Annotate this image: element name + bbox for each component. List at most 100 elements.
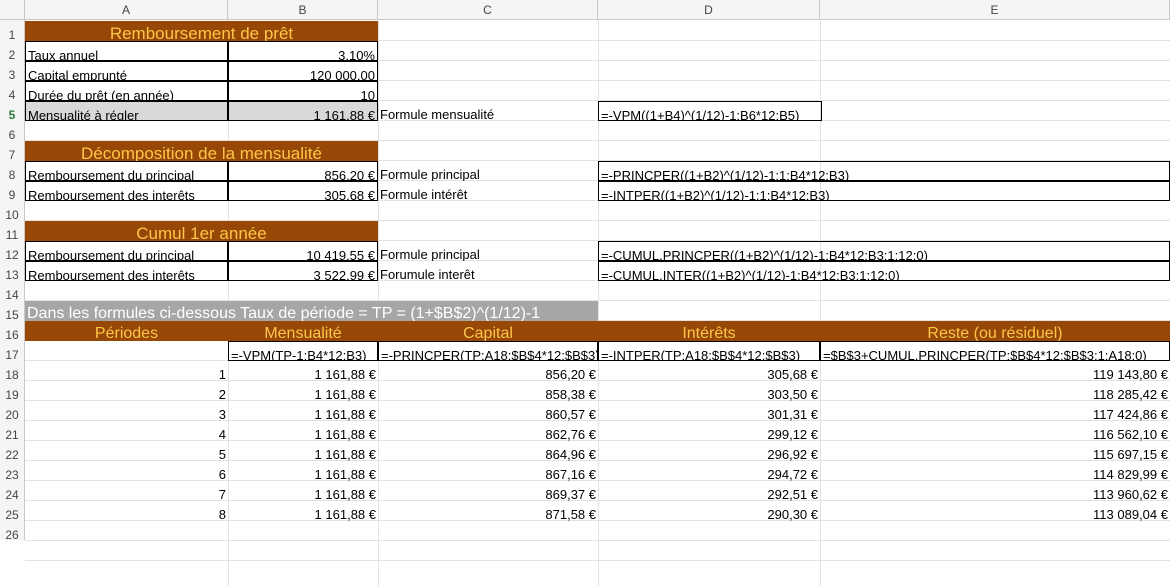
cumul-value[interactable]: 3 522,99 € <box>228 261 378 281</box>
table-cell[interactable]: 6 <box>218 467 226 481</box>
table-cell[interactable]: 117 424,86 € <box>1093 407 1168 421</box>
row-header-13[interactable]: 13 <box>0 260 25 282</box>
row-header-15[interactable]: 15 <box>0 300 25 322</box>
formula-text[interactable]: =-PRINCPER((1+B2)^(1/12)-1;1;B4*12;B3) <box>598 161 1170 181</box>
table-header-2[interactable]: Mensualité <box>228 321 378 341</box>
input-value[interactable]: 10 <box>228 81 378 101</box>
input-value[interactable]: 1 161,88 € <box>228 101 378 121</box>
table-cell[interactable]: 294,72 € <box>767 467 818 481</box>
row-header-8[interactable]: 8 <box>0 160 25 182</box>
section-title-cumul[interactable]: Cumul 1er année <box>25 221 378 241</box>
table-cell[interactable]: 292,51 € <box>767 487 818 501</box>
input-label[interactable]: Taux annuel <box>25 41 228 61</box>
table-cell[interactable]: 119 143,80 € <box>1093 367 1168 381</box>
decomp-label[interactable]: Remboursement du principal <box>25 161 228 181</box>
table-cell[interactable]: 871,58 € <box>545 507 596 521</box>
row-header-18[interactable]: 18 <box>0 360 25 382</box>
table-cell[interactable]: 1 <box>218 367 226 381</box>
formula-label[interactable]: Formule principal <box>380 247 480 261</box>
table-formula[interactable]: =$B$3+CUMUL.PRINCPER(TP;$B$4*12;$B$3;1;A… <box>820 341 1170 361</box>
table-formula[interactable]: =-INTPER(TP;A18;$B$4*12;$B$3) <box>598 341 820 361</box>
column-header-e[interactable]: E <box>820 0 1170 20</box>
table-cell[interactable]: 115 697,15 € <box>1093 447 1168 461</box>
cumul-label[interactable]: Remboursement du principal <box>25 241 228 261</box>
table-cell[interactable]: 303,50 € <box>767 387 818 401</box>
row-header-9[interactable]: 9 <box>0 180 25 202</box>
select-all-corner[interactable] <box>0 0 25 20</box>
row-header-16[interactable]: 16 <box>0 320 25 342</box>
input-label[interactable]: Mensualité à régler <box>25 101 228 121</box>
row-header-3[interactable]: 3 <box>0 60 25 82</box>
table-cell[interactable]: 4 <box>218 427 226 441</box>
table-cell[interactable]: 1 161,88 € <box>314 387 376 401</box>
formula-text[interactable]: =-INTPER((1+B2)^(1/12)-1;1;B4*12;B3) <box>598 181 1170 201</box>
table-header-1[interactable]: Périodes <box>25 321 228 341</box>
decomp-label[interactable]: Remboursement des interêts <box>25 181 228 201</box>
table-cell[interactable]: 862,76 € <box>545 427 596 441</box>
table-formula[interactable]: =-PRINCPER(TP;A18;$B$4*12;$B$3) <box>378 341 598 361</box>
decomp-value[interactable]: 856,20 € <box>228 161 378 181</box>
table-cell[interactable]: 7 <box>218 487 226 501</box>
column-header-c[interactable]: C <box>378 0 598 20</box>
formula-label[interactable]: Forumule interêt <box>380 267 475 281</box>
table-cell[interactable]: 118 285,42 € <box>1093 387 1168 401</box>
input-label[interactable]: Durée du prêt (en année) <box>25 81 228 101</box>
table-cell[interactable]: 1 161,88 € <box>314 467 376 481</box>
table-cell[interactable]: 856,20 € <box>545 367 596 381</box>
row-header-10[interactable]: 10 <box>0 200 25 222</box>
table-cell[interactable]: 858,38 € <box>545 387 596 401</box>
table-cell[interactable]: 113 089,04 € <box>1093 507 1168 521</box>
table-cell[interactable]: 2 <box>218 387 226 401</box>
input-label[interactable]: Capital emprunté <box>25 61 228 81</box>
section-title-loan[interactable]: Remboursement de prêt <box>25 21 378 41</box>
table-cell[interactable]: 1 161,88 € <box>314 407 376 421</box>
row-header-6[interactable]: 6 <box>0 120 25 142</box>
column-header-a[interactable]: A <box>25 0 228 20</box>
row-header-20[interactable]: 20 <box>0 400 25 422</box>
table-cell[interactable]: 299,12 € <box>767 427 818 441</box>
table-cell[interactable]: 1 161,88 € <box>314 507 376 521</box>
table-cell[interactable]: 869,37 € <box>545 487 596 501</box>
table-cell[interactable]: 305,68 € <box>767 367 818 381</box>
table-header-5[interactable]: Reste (ou résiduel) <box>820 321 1170 341</box>
row-header-2[interactable]: 2 <box>0 40 25 62</box>
row-header-1[interactable]: 1 <box>0 20 25 42</box>
cumul-value[interactable]: 10 419,55 € <box>228 241 378 261</box>
table-cell[interactable]: 1 161,88 € <box>314 367 376 381</box>
row-header-7[interactable]: 7 <box>0 140 25 162</box>
decomp-value[interactable]: 305,68 € <box>228 181 378 201</box>
table-header-3[interactable]: Capital <box>378 321 598 341</box>
input-value[interactable]: 120 000,00 <box>228 61 378 81</box>
section-title-decomposition[interactable]: Décomposition de la mensualité <box>25 141 378 161</box>
table-cell[interactable]: 290,30 € <box>767 507 818 521</box>
table-cell[interactable]: 113 960,62 € <box>1093 487 1168 501</box>
row-header-11[interactable]: 11 <box>0 220 25 242</box>
table-cell[interactable]: 296,92 € <box>767 447 818 461</box>
formula-label[interactable]: Formule intérêt <box>380 187 468 201</box>
row-header-14[interactable]: 14 <box>0 280 25 302</box>
row-header-17[interactable]: 17 <box>0 340 25 362</box>
table-cell[interactable]: 1 161,88 € <box>314 427 376 441</box>
cumul-label[interactable]: Remboursement des interêts <box>25 261 228 281</box>
table-formula[interactable]: =-VPM(TP-1;B4*12;B3) <box>228 341 378 361</box>
row-header-19[interactable]: 19 <box>0 380 25 402</box>
table-cell[interactable]: 116 562,10 € <box>1093 427 1168 441</box>
row-header-24[interactable]: 24 <box>0 480 25 502</box>
table-cell[interactable]: 8 <box>218 507 226 521</box>
row-header-5[interactable]: 5 <box>0 100 25 122</box>
row-header-4[interactable]: 4 <box>0 80 25 102</box>
formula-text[interactable]: =-CUMUL.PRINCPER((1+B2)^(1/12)-1;B4*12;B… <box>598 241 1170 261</box>
table-cell[interactable]: 860,57 € <box>545 407 596 421</box>
table-cell[interactable]: 301,31 € <box>767 407 818 421</box>
table-cell[interactable]: 864,96 € <box>545 447 596 461</box>
row-header-23[interactable]: 23 <box>0 460 25 482</box>
table-cell[interactable]: 114 829,99 € <box>1093 467 1168 481</box>
table-cell[interactable]: 3 <box>218 407 226 421</box>
table-cell[interactable]: 867,16 € <box>545 467 596 481</box>
table-cell[interactable]: 1 161,88 € <box>314 447 376 461</box>
formula-text[interactable]: =-VPM((1+B4)^(1/12)-1;B6*12;B5) <box>598 101 822 121</box>
row-header-12[interactable]: 12 <box>0 240 25 262</box>
column-header-d[interactable]: D <box>598 0 820 20</box>
table-cell[interactable]: 5 <box>218 447 226 461</box>
